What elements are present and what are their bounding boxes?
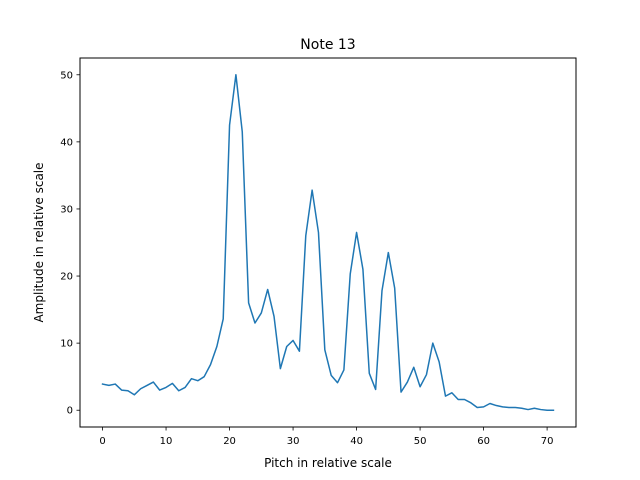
x-tick-label: 0 bbox=[99, 436, 105, 447]
x-tick-label: 70 bbox=[541, 436, 554, 447]
y-tick-label: 0 bbox=[67, 406, 73, 417]
axes-frame bbox=[79, 57, 577, 428]
y-tick-label: 20 bbox=[60, 272, 73, 283]
x-axis-label: Pitch in relative scale bbox=[264, 456, 392, 470]
x-tick-label: 20 bbox=[223, 436, 236, 447]
y-tick-label: 10 bbox=[60, 339, 73, 350]
x-tick-label: 50 bbox=[414, 436, 427, 447]
x-tick-label: 60 bbox=[477, 436, 490, 447]
y-tick-label: 50 bbox=[60, 70, 73, 81]
chart-title: Note 13 bbox=[300, 37, 355, 53]
series-line bbox=[101, 74, 555, 411]
y-tick-label: 40 bbox=[60, 137, 73, 148]
y-axis-label: Amplitude in relative scale bbox=[32, 162, 46, 322]
y-tick-label: 30 bbox=[60, 204, 73, 215]
x-tick-label: 10 bbox=[160, 436, 173, 447]
x-tick-label: 30 bbox=[287, 436, 300, 447]
x-tick-label: 40 bbox=[350, 436, 363, 447]
plot-area: 0 10 20 30 40 50 60 70 0 10 20 30 40 50 bbox=[60, 70, 555, 447]
